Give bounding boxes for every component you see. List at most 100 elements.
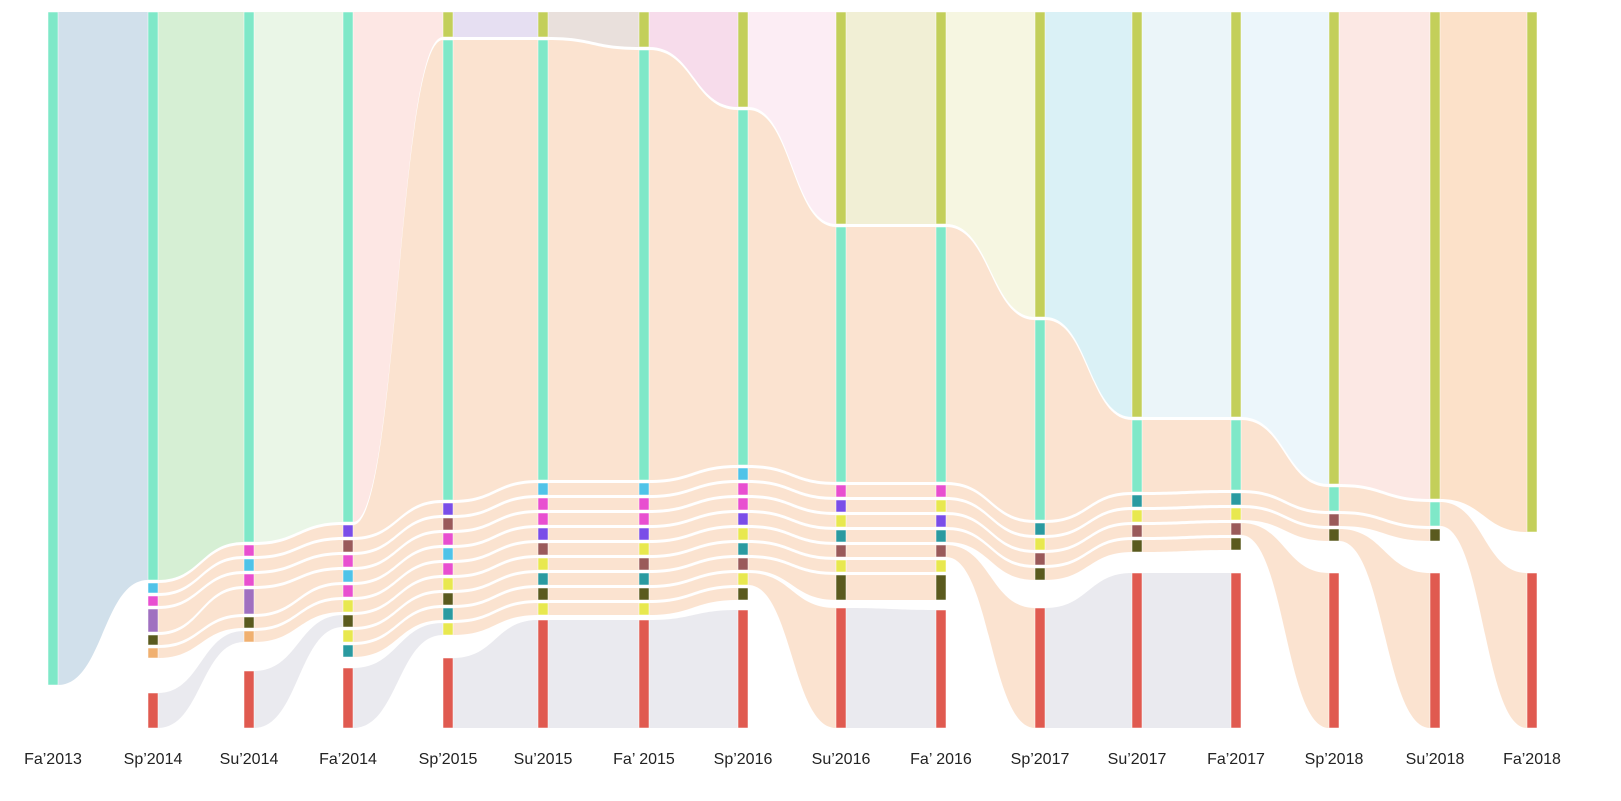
link [353, 40, 443, 537]
node [1328, 11, 1340, 485]
link [254, 570, 343, 614]
link [254, 525, 343, 556]
x-tick-label: Sp’2015 [419, 751, 478, 768]
link [946, 545, 1035, 728]
link [748, 513, 836, 542]
node [342, 569, 354, 583]
link [453, 528, 538, 560]
link [158, 574, 244, 632]
node [835, 11, 847, 225]
node [835, 484, 847, 498]
node [243, 573, 255, 587]
node [737, 527, 749, 541]
node [442, 657, 454, 729]
link [158, 589, 244, 645]
links [58, 12, 1527, 728]
link [254, 600, 343, 642]
link [1142, 420, 1231, 492]
node [147, 11, 159, 581]
link [1440, 12, 1527, 532]
node [935, 609, 947, 729]
link [846, 560, 936, 572]
link [548, 528, 639, 540]
node [835, 226, 847, 483]
node [537, 619, 549, 729]
link [649, 528, 738, 555]
link [1339, 487, 1430, 526]
node [1526, 11, 1538, 533]
link [158, 545, 244, 593]
node [638, 482, 650, 496]
x-tick-label: Fa’ 2016 [910, 751, 972, 768]
node [737, 587, 749, 601]
node [935, 514, 947, 528]
link [548, 573, 639, 585]
link [1142, 508, 1231, 522]
node [737, 109, 749, 466]
node [243, 588, 255, 615]
node [835, 574, 847, 601]
node [243, 630, 255, 643]
link [846, 485, 936, 497]
link [846, 575, 936, 600]
link [1045, 510, 1132, 550]
link [453, 588, 538, 620]
node [835, 514, 847, 528]
node [342, 539, 354, 553]
x-tick-label: Su’2017 [1108, 751, 1167, 768]
link [548, 40, 639, 480]
node [243, 558, 255, 572]
link [748, 498, 836, 527]
node [442, 11, 454, 38]
node [537, 482, 549, 496]
node [537, 542, 549, 556]
node [243, 11, 255, 543]
link [649, 610, 738, 728]
node [638, 49, 650, 481]
link [1142, 538, 1231, 552]
node [342, 554, 354, 568]
x-tick-label: Fa’2014 [319, 751, 377, 768]
node [1328, 572, 1340, 729]
link [254, 585, 343, 628]
link [158, 12, 244, 580]
node [1131, 524, 1143, 538]
x-tick-label: Fa’2013 [24, 751, 82, 768]
link [846, 12, 936, 224]
link [1241, 493, 1329, 526]
node [1230, 572, 1242, 729]
link [548, 603, 639, 615]
node [737, 467, 749, 481]
link [649, 483, 738, 510]
link [254, 615, 343, 728]
link [649, 498, 738, 525]
node [537, 497, 549, 511]
node [442, 517, 454, 531]
node [1230, 492, 1242, 506]
link [453, 483, 538, 515]
node [1131, 509, 1143, 523]
link [453, 40, 538, 500]
node [537, 527, 549, 541]
link [946, 485, 1035, 535]
link [1142, 523, 1231, 537]
link [649, 558, 738, 585]
link [748, 528, 836, 557]
link [1045, 540, 1132, 580]
node [737, 482, 749, 496]
node [442, 532, 454, 546]
node [147, 634, 159, 646]
node [442, 592, 454, 606]
link [158, 617, 244, 658]
x-tick-label: Sp’2016 [714, 751, 773, 768]
node [835, 607, 847, 729]
link [353, 548, 443, 597]
x-tick-label: Fa’2018 [1503, 751, 1561, 768]
link [946, 500, 1035, 550]
node [442, 39, 454, 501]
link [946, 227, 1035, 520]
link [1045, 12, 1132, 417]
node [1131, 539, 1143, 553]
node [1230, 537, 1242, 551]
node [737, 512, 749, 526]
